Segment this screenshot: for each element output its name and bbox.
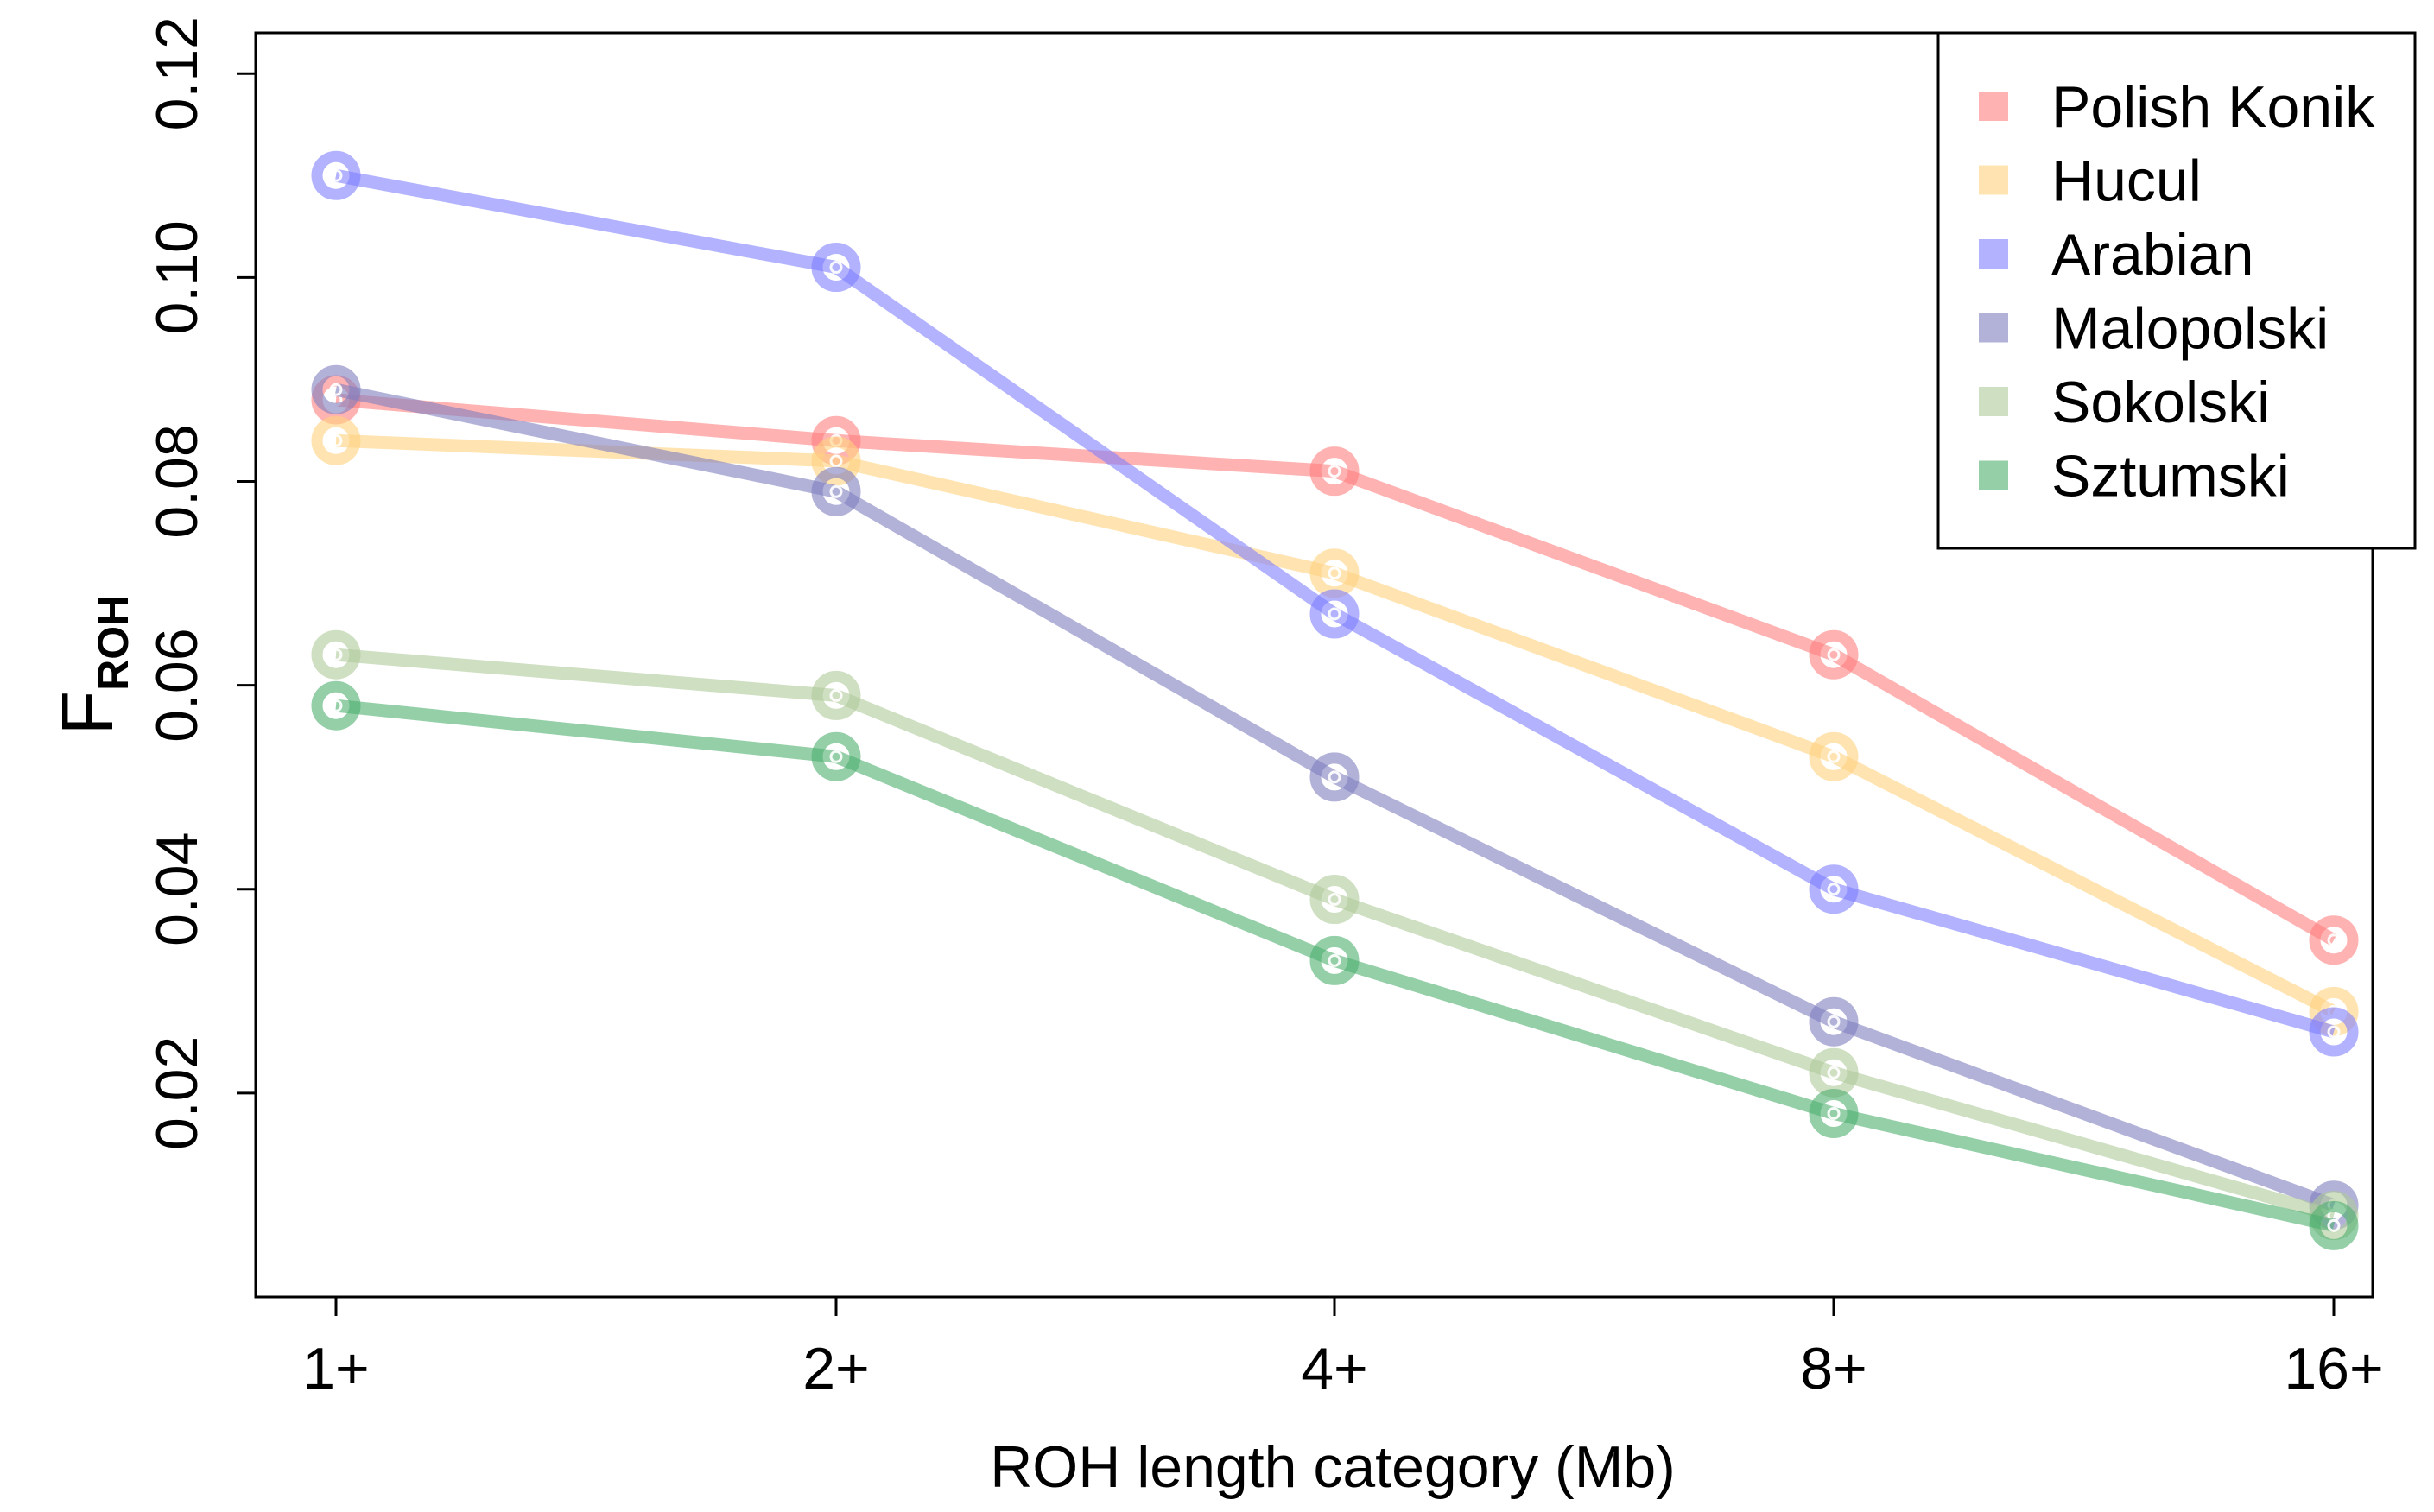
legend-swatch [1979,460,2008,490]
x-tick-label: 4+ [1301,1336,1368,1401]
data-point [2309,1200,2359,1250]
y-tick-label: 0.02 [144,1036,210,1150]
x-tick-label: 1+ [302,1336,370,1401]
data-point [1309,875,1360,925]
x-tick-label: 2+ [802,1336,870,1401]
y-axis-title-main: F [47,691,128,735]
data-point [811,243,861,293]
data-point-center [2327,933,2341,947]
data-point [811,436,861,486]
y-tick-label: 0.06 [144,628,210,742]
data-point [2309,915,2359,965]
data-point [1809,1088,1859,1138]
data-point [311,150,361,200]
legend-swatch [1979,313,2008,343]
data-point-center [1328,566,1341,580]
data-point [1309,752,1360,802]
legend-box [1936,31,2417,550]
data-point [1309,935,1360,985]
data-point-center [329,383,343,396]
data-point-center [329,168,343,182]
data-point-center [1827,1015,1841,1028]
series-line [335,648,2336,1222]
data-point-center [1328,893,1341,907]
data-point-center [2327,1025,2341,1039]
y-tick-label: 0.04 [144,832,210,946]
data-point [811,466,861,516]
y-tick-label: 0.10 [144,220,210,334]
data-point [1309,589,1360,639]
series-line [335,699,2336,1232]
y-axis-title-sub: ROH [89,595,137,691]
data-point-center [829,688,843,702]
data-point-center [2327,1218,2341,1232]
legend-swatch [1979,387,2008,416]
data-point [1309,446,1360,497]
series-line [334,168,2336,1039]
x-tick-label: 8+ [1800,1336,1867,1401]
data-point-center [329,699,343,712]
data-point-center [1328,770,1341,784]
y-tick-label: 0.08 [144,424,210,538]
data-point-center [1827,648,1841,661]
data-point [811,731,861,781]
series-arabian [311,150,2359,1057]
x-axis: 1+ 2+ 4+ 8+ 16+ [302,1297,2384,1401]
data-point-center [1827,1066,1841,1079]
data-point-center [329,648,343,661]
data-point [2309,1007,2359,1057]
series-sokolski [311,629,2359,1241]
data-point-center [1328,607,1341,621]
data-point-center [1827,883,1841,896]
legend-label: Polish Konik [2051,74,2375,140]
series-layer [311,150,2359,1250]
legend-label: Hucul [2051,149,2202,214]
x-axis-title: ROH length category (Mb) [990,1434,1676,1500]
data-point [311,364,361,414]
data-point-center [829,261,843,275]
data-point [1809,996,1859,1047]
data-point [311,629,361,680]
data-point-center [829,454,843,468]
data-point [1809,629,1859,680]
legend-swatch [1979,165,2008,195]
data-point [311,680,361,731]
y-axis-title: FROH [47,595,137,735]
y-tick-label: 0.12 [144,16,210,130]
legend-label: Sokolski [2051,370,2270,435]
legend-swatch [1979,92,2008,121]
series-line [334,383,2336,1211]
legend: Polish Konik Hucul Arabian Malopolski Sokols… [1936,31,2417,550]
data-point [1809,731,1859,781]
data-point-center [329,433,343,447]
legend-label: Sztumski [2051,444,2290,509]
data-point-center [1827,750,1841,763]
legend-swatch [1979,239,2008,269]
data-point [811,670,861,720]
data-point-center [1827,1106,1841,1120]
series-sztumski [311,680,2359,1250]
data-point-center [829,484,843,498]
data-point-center [1328,953,1341,967]
svg-text:FROH: FROH [47,595,137,735]
data-point-center [829,750,843,763]
plot-frame [254,31,2374,1299]
series-line [335,393,2337,946]
data-point [1809,864,1859,914]
data-point [311,415,361,465]
data-point-center [1328,465,1341,478]
legend-label: Malopolski [2051,296,2329,362]
x-tick-label: 16+ [2284,1336,2383,1401]
y-axis: 0.02 0.04 0.06 0.08 0.10 0.12 [144,16,256,1150]
legend-label: Arabian [2051,222,2253,288]
